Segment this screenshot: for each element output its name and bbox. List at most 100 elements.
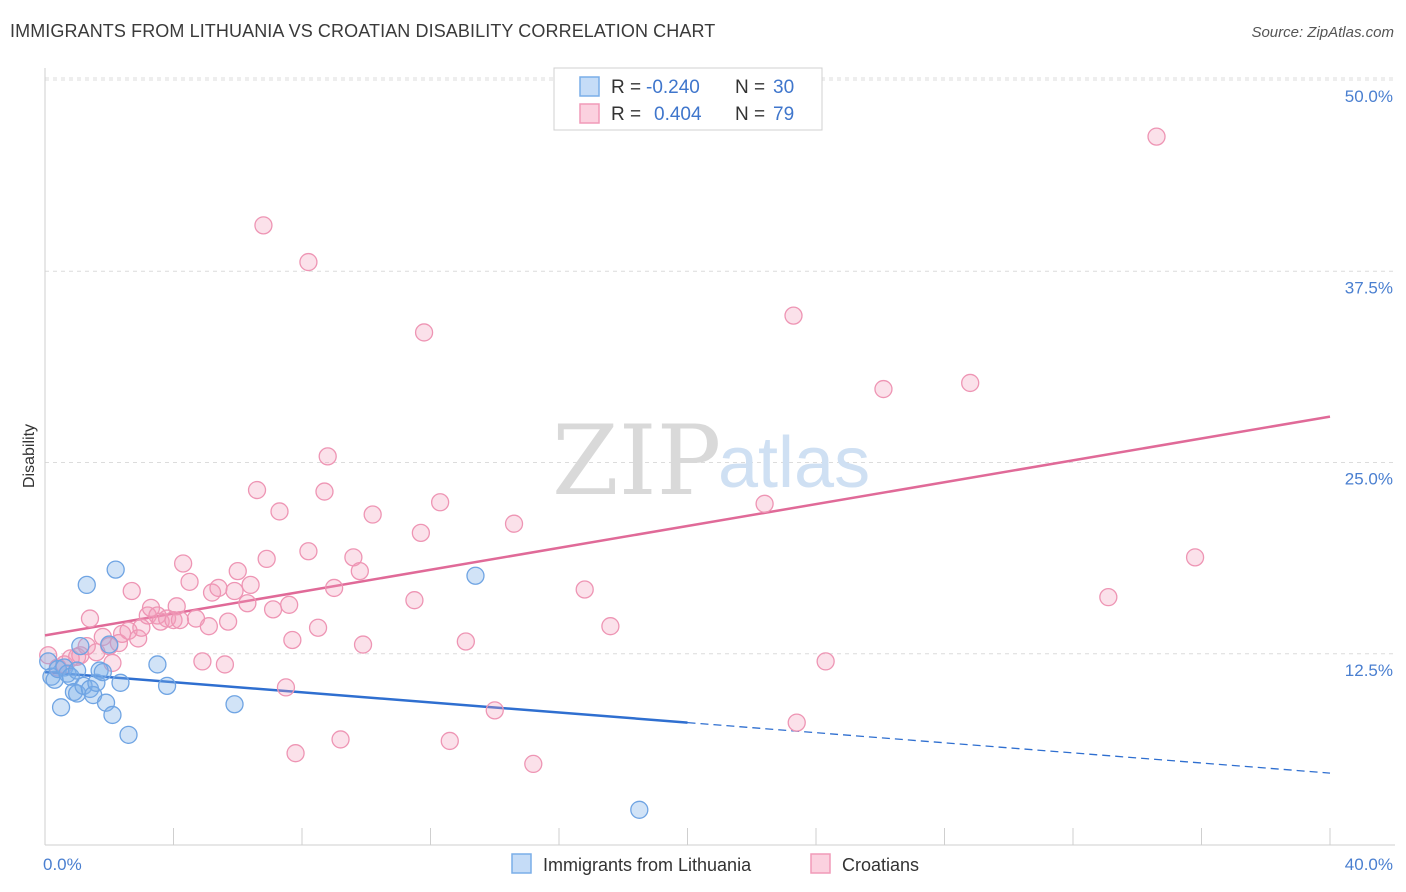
croatian-point <box>414 323 434 342</box>
croatian-point <box>485 701 504 720</box>
legend-n-value: 79 <box>773 104 794 125</box>
legend-swatch-blue <box>579 76 600 97</box>
lithuania-trend-extension <box>687 721 1331 774</box>
source-credit: Source: ZipAtlas.com <box>1251 24 1394 41</box>
legend-r-value: -0.240 <box>646 77 700 98</box>
y-tick-label: 50.0% <box>1345 87 1393 106</box>
croatian-point <box>180 572 199 591</box>
lithuania-point <box>630 800 649 819</box>
croatian-point <box>324 578 344 598</box>
croatian-point <box>299 252 318 272</box>
legend: R = -0.240 N = 30 R = 0.404 N = 79 <box>553 67 823 131</box>
data-points <box>39 127 1205 819</box>
croatian-point <box>318 447 337 466</box>
y-tick-labels: 12.5% 25.0% 37.5% 50.0% <box>1345 87 1393 680</box>
watermark: ZIP atlas <box>552 405 870 517</box>
y-tick-label: 37.5% <box>1345 278 1393 297</box>
bottom-legend: Immigrants from Lithuania Croatians <box>511 853 919 875</box>
croatian-point <box>299 542 318 561</box>
croatian-point <box>331 730 350 749</box>
croatian-point <box>39 646 58 665</box>
croatian-point <box>254 216 273 235</box>
croatian-trend-line <box>44 415 1331 637</box>
croatian-point <box>787 713 806 732</box>
lithuania-point <box>225 695 244 714</box>
croatian-point <box>122 581 141 601</box>
croatian-point <box>440 731 459 751</box>
croatian-point <box>308 618 328 637</box>
croatian-point <box>353 635 373 654</box>
bottom-legend-label-croatians: Croatians <box>842 855 919 875</box>
croatian-point <box>279 595 299 614</box>
croatian-point <box>199 617 218 636</box>
y-tick-label: 25.0% <box>1345 470 1393 489</box>
croatian-point <box>784 306 803 325</box>
croatian-point <box>524 754 543 774</box>
croatian-point <box>215 655 235 674</box>
legend-n-label: N = <box>735 104 765 125</box>
lithuania-point <box>100 635 119 654</box>
bottom-legend-label-lithuania: Immigrants from Lithuania <box>543 855 752 875</box>
grid-lines <box>45 77 1395 655</box>
croatian-point <box>755 494 774 513</box>
watermark-atlas: atlas <box>718 423 870 503</box>
croatian-point <box>170 610 190 630</box>
croatian-point <box>164 610 183 630</box>
croatian-point <box>80 609 100 628</box>
croatian-point <box>961 373 980 393</box>
lithuania-point <box>77 575 96 595</box>
croatian-point <box>129 629 148 648</box>
legend-r-label: R = <box>611 104 641 125</box>
croatian-point <box>247 480 267 500</box>
croatian-point <box>263 600 283 619</box>
bottom-legend-swatch-blue <box>511 853 532 874</box>
lithuania-point <box>93 662 112 682</box>
croatian-point <box>218 612 238 631</box>
croatian-point <box>167 597 186 616</box>
lithuania-point <box>106 560 125 579</box>
croatian-point <box>575 580 594 599</box>
croatian-point <box>225 581 244 601</box>
bottom-legend-swatch-pink <box>810 853 831 874</box>
lithuania-point <box>67 661 87 680</box>
croatian-point <box>350 561 369 581</box>
legend-n-label: N = <box>735 77 765 98</box>
croatian-point <box>456 632 475 651</box>
croatian-point <box>241 575 260 595</box>
croatian-point <box>363 505 382 524</box>
lithuania-point <box>148 655 167 674</box>
legend-r-value: 0.404 <box>654 104 702 125</box>
croatian-point <box>1185 548 1205 567</box>
x-tick-label: 0.0% <box>43 855 82 874</box>
chart-title: IMMIGRANTS FROM LITHUANIA VS CROATIAN DI… <box>10 21 716 41</box>
legend-row-pink: R = 0.404 N = 79 <box>579 103 794 125</box>
croatian-point <box>228 561 247 581</box>
croatian-point <box>257 549 276 569</box>
lithuania-point <box>466 566 485 585</box>
croatian-point <box>405 591 424 610</box>
croatian-point <box>504 514 524 533</box>
croatian-point <box>816 652 835 671</box>
watermark-zip: ZIP <box>552 405 721 517</box>
x-tick-label: 40.0% <box>1345 855 1393 874</box>
croatian-point <box>1147 127 1166 146</box>
croatian-point <box>1099 587 1118 607</box>
lithuania-point <box>51 698 71 717</box>
lithuania-point <box>157 676 177 696</box>
lithuania-point <box>111 673 130 692</box>
croatian-point <box>173 554 193 573</box>
croatian-point <box>209 578 228 598</box>
lithuania-point <box>71 636 90 656</box>
lithuania-point <box>39 652 58 671</box>
lithuania-trend-line <box>44 670 688 724</box>
croatian-point <box>77 636 96 656</box>
croatian-point <box>270 502 289 521</box>
x-tick-labels: 0.0% 40.0% <box>43 855 1393 874</box>
croatian-point <box>283 630 302 650</box>
lithuania-point <box>103 705 122 725</box>
croatian-point <box>238 594 257 613</box>
croatian-point <box>874 379 893 399</box>
axes <box>44 68 1395 846</box>
lithuania-point <box>119 725 138 744</box>
